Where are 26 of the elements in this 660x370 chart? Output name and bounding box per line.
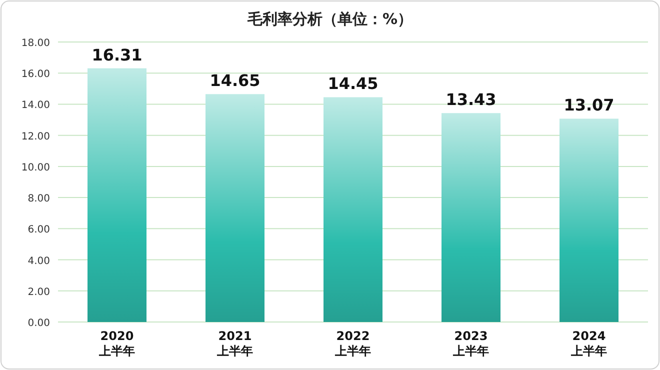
y-tick-label: 4.00 (28, 256, 50, 267)
chart-title: 毛利率分析（单位：%） (246, 10, 413, 28)
data-label: 14.45 (328, 74, 378, 94)
bar (324, 97, 382, 322)
x-tick-label: 2021 上半年 (216, 329, 253, 358)
bar (206, 94, 264, 322)
x-tick-label: 2022 上半年 (334, 329, 371, 358)
bar (560, 118, 618, 322)
bar (88, 68, 146, 322)
y-tick-label: 6.00 (28, 224, 50, 236)
y-tick-label: 10.00 (21, 162, 50, 174)
data-label: 16.31 (92, 45, 142, 64)
y-tick-label: 2.00 (28, 286, 50, 298)
data-label: 13.43 (446, 90, 496, 110)
x-tick-label: 2023 上半年 (452, 329, 489, 358)
data-label: 14.65 (210, 71, 260, 90)
y-tick-label: 18.00 (21, 38, 50, 49)
y-tick-label: 16.00 (21, 69, 50, 80)
x-tick-label: 2020 上半年 (98, 329, 135, 358)
y-tick-label: 8.00 (28, 194, 50, 205)
data-label: 13.07 (564, 96, 614, 115)
y-tick-label: 12.00 (21, 131, 50, 142)
x-tick-label: 2024 上半年 (570, 329, 607, 358)
y-tick-label: 0.00 (28, 318, 50, 329)
bar (442, 113, 500, 322)
y-tick-label: 14.00 (21, 100, 50, 112)
